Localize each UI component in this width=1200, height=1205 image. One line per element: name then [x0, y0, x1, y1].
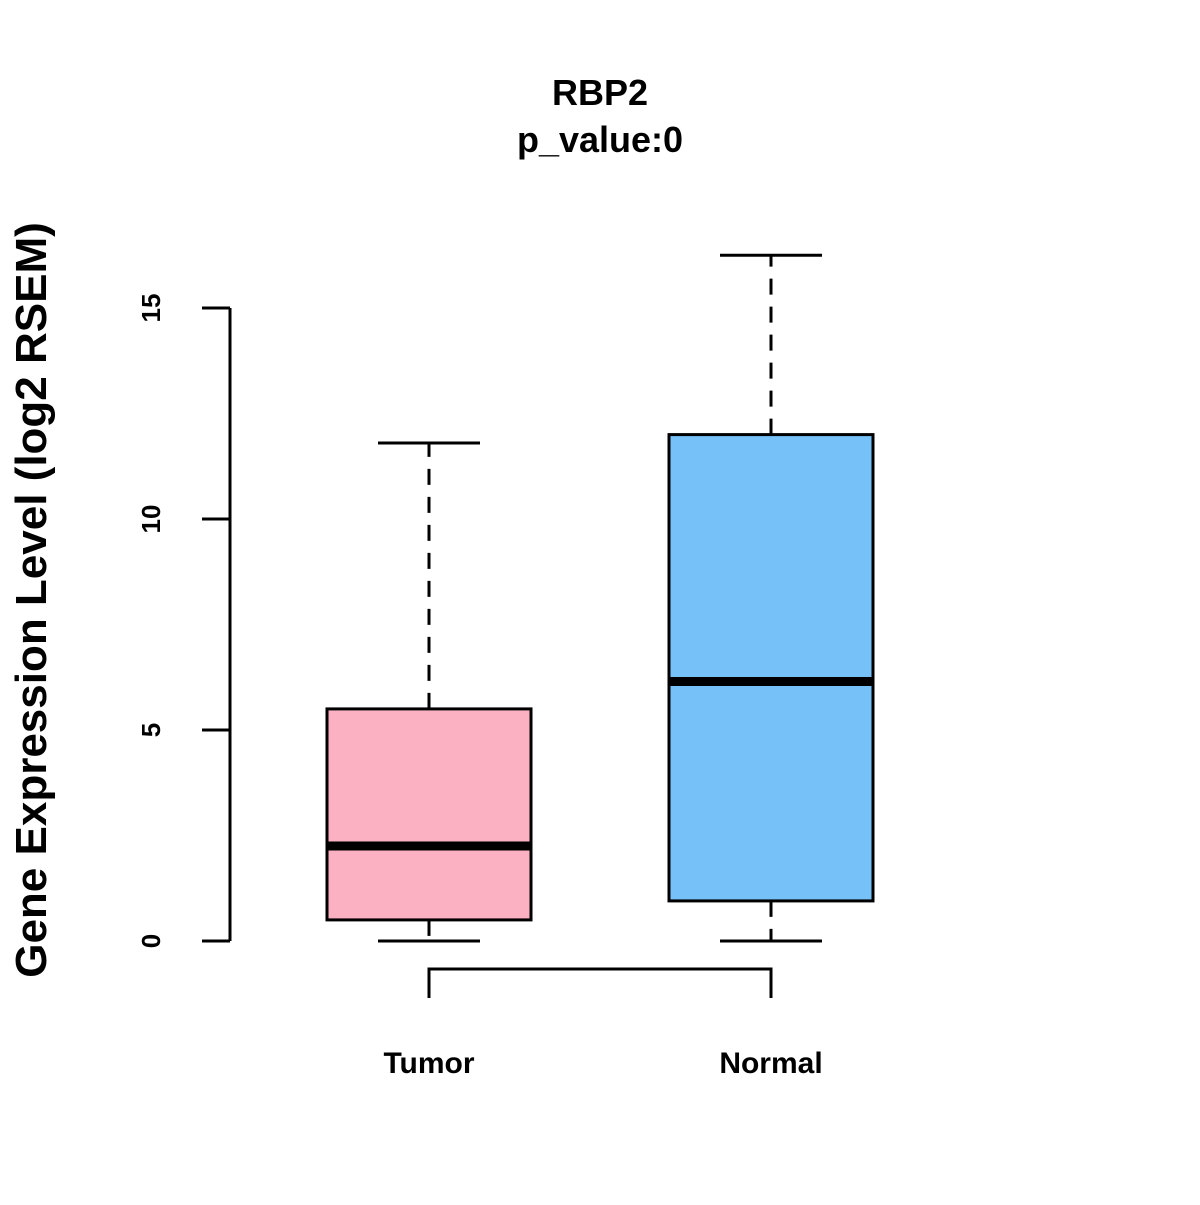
box-body — [325, 707, 533, 922]
y-axis: 0 5 10 15 — [136, 294, 232, 948]
chart-title: RBP2 — [552, 72, 648, 113]
chart-subtitle: p_value:0 — [517, 119, 683, 160]
box-tumor — [325, 441, 533, 943]
y-axis-label: Gene Expression Level (log2 RSEM) — [7, 222, 56, 978]
bracket-line — [427, 967, 773, 998]
x-tick-label-normal: Normal — [719, 1047, 822, 1080]
box-normal — [667, 253, 875, 943]
y-tick-label: 5 — [136, 723, 166, 737]
x-axis-labels: Tumor Normal — [383, 1047, 822, 1080]
y-tick-label: 15 — [136, 294, 166, 323]
boxes-group — [325, 253, 875, 943]
box-body — [667, 433, 875, 903]
y-tick-label: 0 — [136, 934, 166, 948]
x-tick-label-tumor: Tumor — [383, 1047, 474, 1080]
y-tick-label: 10 — [136, 505, 166, 534]
comparison-bracket — [427, 967, 773, 998]
